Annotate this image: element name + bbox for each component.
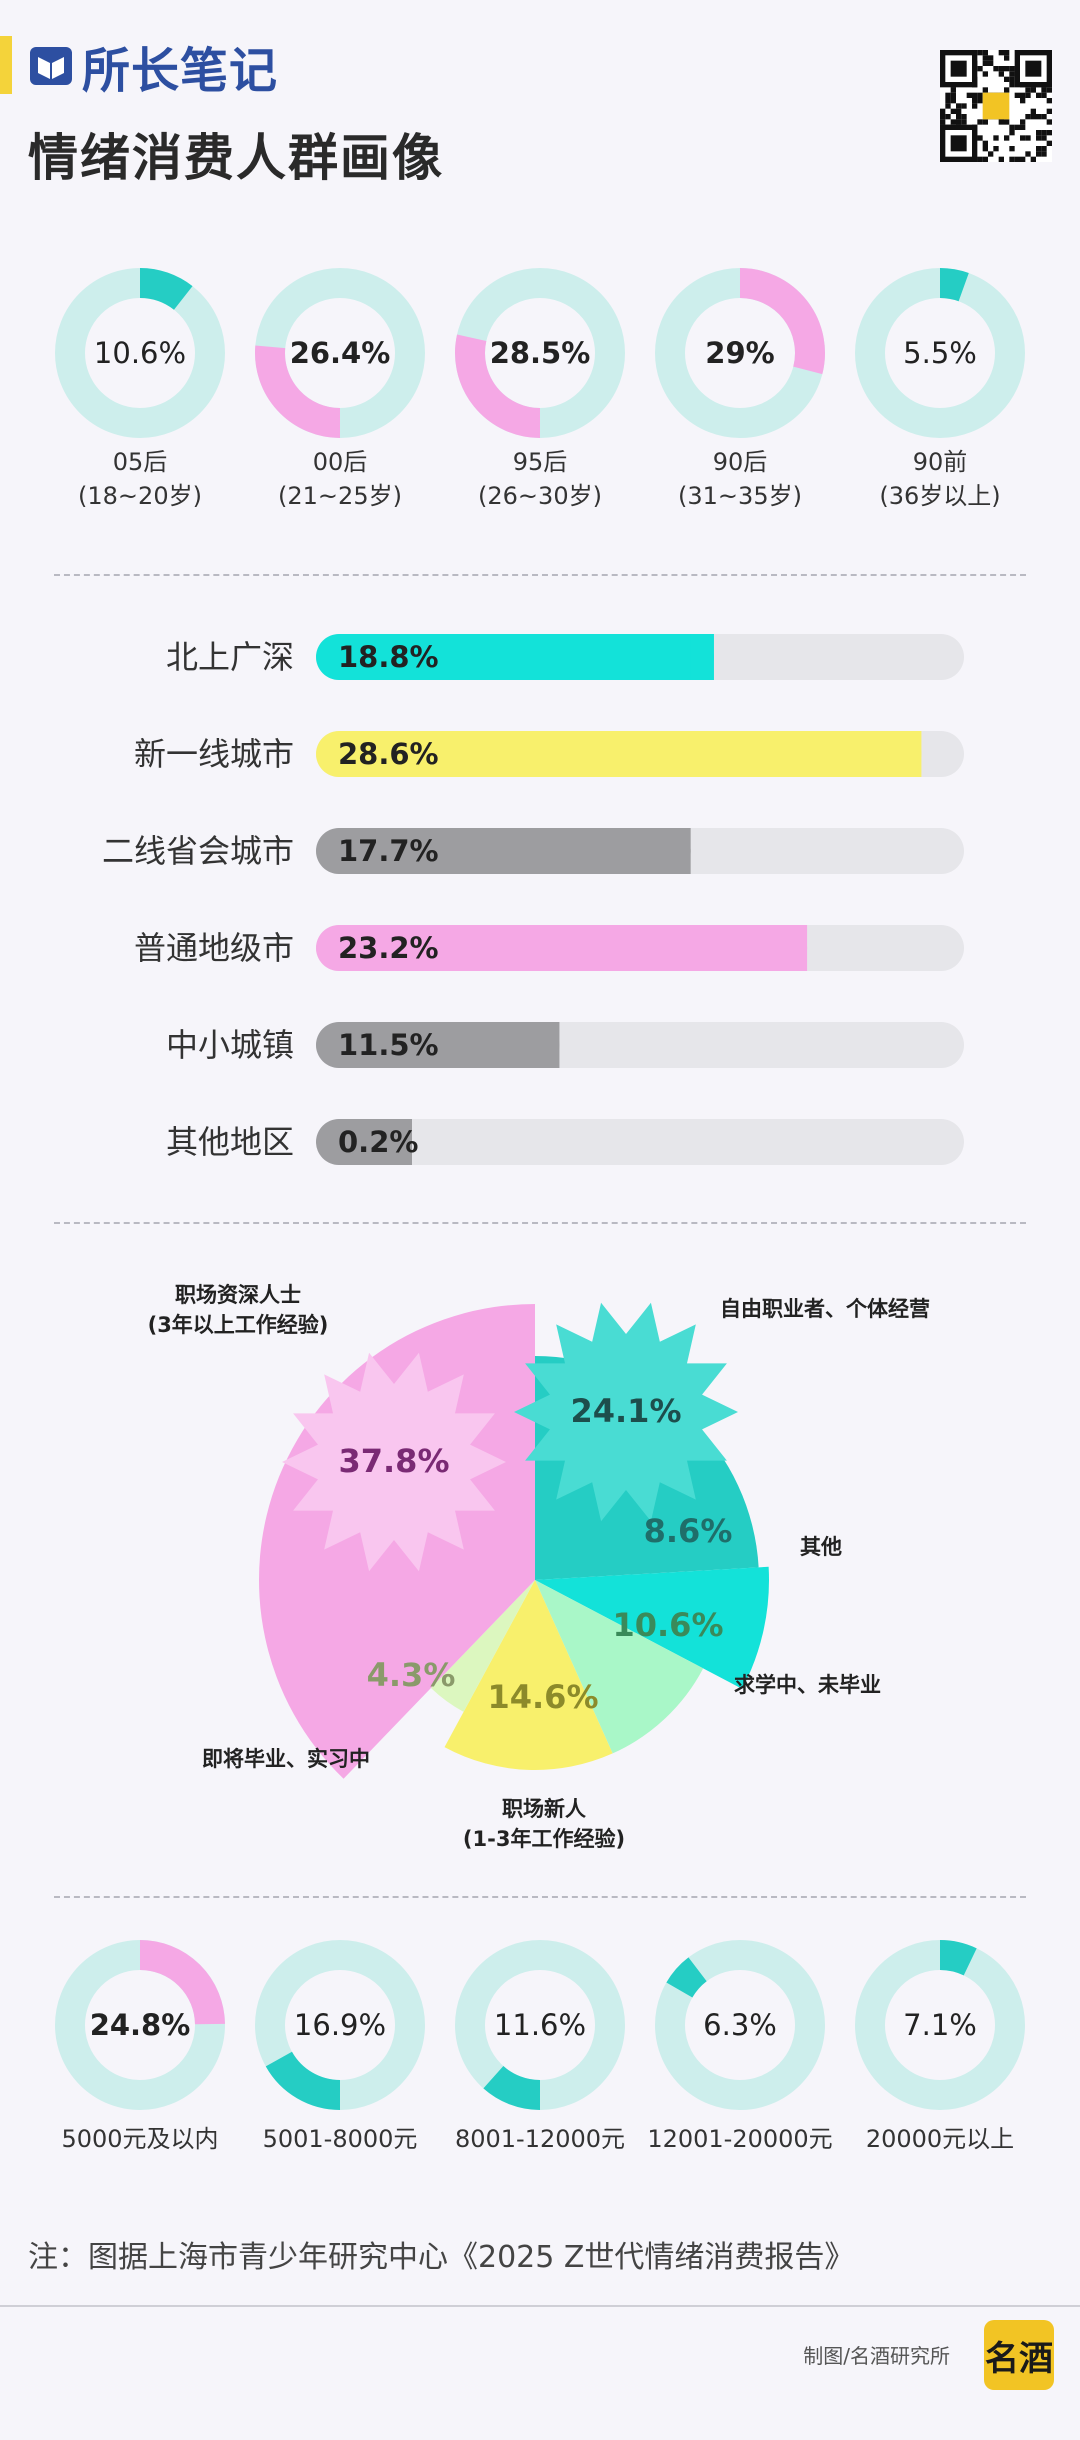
pie-slice	[444, 1580, 613, 1770]
bar-fill	[316, 1022, 560, 1068]
donut-value-label: 7.1%	[903, 2008, 977, 2042]
highlight-burst	[514, 1302, 738, 1522]
pie-value-label: 4.3%	[367, 1656, 456, 1694]
pie-category-label: 职场资深人士	[175, 1283, 301, 1307]
donut-segment	[139, 1940, 225, 2025]
donut-category-label: 5000元及以内	[61, 2125, 218, 2153]
occupation-pie-chart: 24.1% 8.6% 10.6% 14.6% 4.3% 37.8% 自由职业者、个体经营其他…	[148, 1283, 930, 1851]
divider	[54, 1222, 1026, 1224]
donut-value-label: 28.5%	[490, 336, 591, 370]
donut-category-label: 5001-8000元	[263, 2125, 418, 2153]
bar-fill-end	[784, 925, 808, 971]
bar-fill	[316, 828, 691, 874]
donut-value-label: 6.3%	[703, 2008, 777, 2042]
donut-category-label: (18~20岁)	[78, 482, 202, 510]
brand-logo-badge: 名酒	[984, 2320, 1054, 2390]
donut-category-label: (36岁以上)	[879, 482, 1000, 510]
pie-slice	[535, 1566, 770, 1689]
divider	[54, 574, 1026, 576]
bar-fill-end	[536, 1022, 560, 1068]
donut-category-label: 12001-20000元	[647, 2125, 832, 2153]
qr-code-icon	[940, 50, 1052, 162]
donut-segment	[483, 2065, 541, 2110]
bar-category-label: 中小城镇	[166, 1026, 294, 1064]
bar-value-label: 0.2%	[338, 1125, 418, 1159]
donut-category-label: (31~35岁)	[678, 482, 802, 510]
donut-value-label: 26.4%	[290, 336, 391, 370]
bar-value-label: 23.2%	[338, 931, 439, 965]
donut-segment	[455, 334, 541, 438]
source-note: 注：图据上海市青少年研究中心《2025 Z世代情绪消费报告》	[28, 2240, 855, 2275]
bar-category-label: 北上广深	[166, 638, 294, 676]
pie-value-label: 37.8%	[338, 1442, 449, 1480]
pie-category-label: 求学中、未毕业	[734, 1673, 881, 1697]
bar-value-label: 17.7%	[338, 834, 439, 868]
pie-slice	[535, 1580, 704, 1754]
donut-segment	[939, 1940, 977, 1976]
bar-fill	[316, 925, 808, 971]
age-donut-chart: 10.6% 05后 (18~20岁) 26.4% 00后 (21~25岁) 28.5% 95后…	[55, 268, 1025, 510]
bar-category-label: 二线省会城市	[102, 832, 294, 870]
page-title: 情绪消费人群画像	[28, 129, 444, 187]
donut-segment	[255, 345, 341, 438]
donut-category-label: 95后	[513, 448, 568, 476]
bar-fill-end	[389, 1119, 412, 1165]
divider	[54, 1896, 1026, 1898]
brand-name: 所长笔记	[82, 43, 279, 99]
brand-logo-icon	[30, 47, 72, 85]
highlight-burst	[282, 1352, 506, 1572]
bar-fill	[316, 1119, 412, 1165]
donut-category-label: 90后	[713, 448, 768, 476]
donut-value-label: 16.9%	[294, 2008, 386, 2042]
pie-category-label: (1-3年工作经验)	[463, 1827, 625, 1851]
donut-segment	[739, 268, 825, 375]
bar-track	[316, 1119, 964, 1165]
brand: 所长笔记	[28, 36, 278, 99]
bar-fill-end	[667, 828, 691, 874]
donut-category-label: 20000元以上	[866, 2125, 1014, 2153]
pie-value-label: 10.6%	[612, 1606, 723, 1644]
pie-value-label: 14.6%	[487, 1678, 598, 1716]
bar-category-label: 普通地级市	[134, 929, 294, 967]
donut-category-label: 8001-12000元	[455, 2125, 625, 2153]
credit-text: 制图/名酒研究所	[803, 2344, 950, 2368]
donut-segment	[265, 2051, 341, 2110]
income-donut-chart: 24.8% 5000元及以内 16.9% 5001-8000元 11.6% 8001-12…	[55, 1940, 1025, 2153]
bar-category-label: 新一线城市	[134, 735, 294, 773]
pie-value-label: 24.1%	[570, 1392, 681, 1430]
donut-value-label: 24.8%	[90, 2008, 191, 2042]
bar-value-label: 18.8%	[338, 640, 439, 674]
footer-divider	[0, 2305, 1080, 2307]
donut-segment	[939, 268, 969, 302]
donut-segment	[139, 268, 193, 311]
pie-category-label: 其他	[800, 1535, 842, 1559]
donut-category-label: 90前	[913, 448, 968, 476]
logo-text: 名酒	[985, 2338, 1053, 2379]
bar-fill	[316, 634, 714, 680]
donut-category-label: 00后	[313, 448, 368, 476]
donut-value-label: 5.5%	[903, 336, 977, 370]
donut-category-label: 05后	[113, 448, 168, 476]
pie-category-label: 自由职业者、个体经营	[720, 1297, 930, 1321]
bar-category-label: 其他地区	[166, 1123, 294, 1161]
city-bar-chart: 北上广深 18.8% 新一线城市 28.6% 二线省会城市 17.7% 普通地级市 23.2%…	[102, 634, 964, 1165]
donut-segment	[666, 1957, 708, 1999]
donut-category-label: (21~25岁)	[278, 482, 402, 510]
bar-fill	[316, 731, 922, 777]
pie-slice	[430, 1580, 535, 1712]
donut-category-label: (26~30岁)	[478, 482, 602, 510]
pie-category-label: (3年以上工作经验)	[148, 1313, 329, 1337]
pie-category-label: 即将毕业、实习中	[202, 1747, 370, 1771]
donut-value-label: 29%	[705, 336, 774, 370]
pie-value-label: 8.6%	[644, 1512, 733, 1550]
bar-value-label: 28.6%	[338, 737, 439, 771]
bar-fill-end	[898, 731, 922, 777]
bar-value-label: 11.5%	[338, 1028, 439, 1062]
bar-fill-end	[690, 634, 714, 680]
donut-value-label: 11.6%	[494, 2008, 586, 2042]
brand-accent-bar	[0, 36, 12, 94]
pie-category-label: 职场新人	[502, 1797, 586, 1821]
donut-ring-track	[655, 1940, 825, 2110]
donut-value-label: 10.6%	[94, 336, 186, 370]
